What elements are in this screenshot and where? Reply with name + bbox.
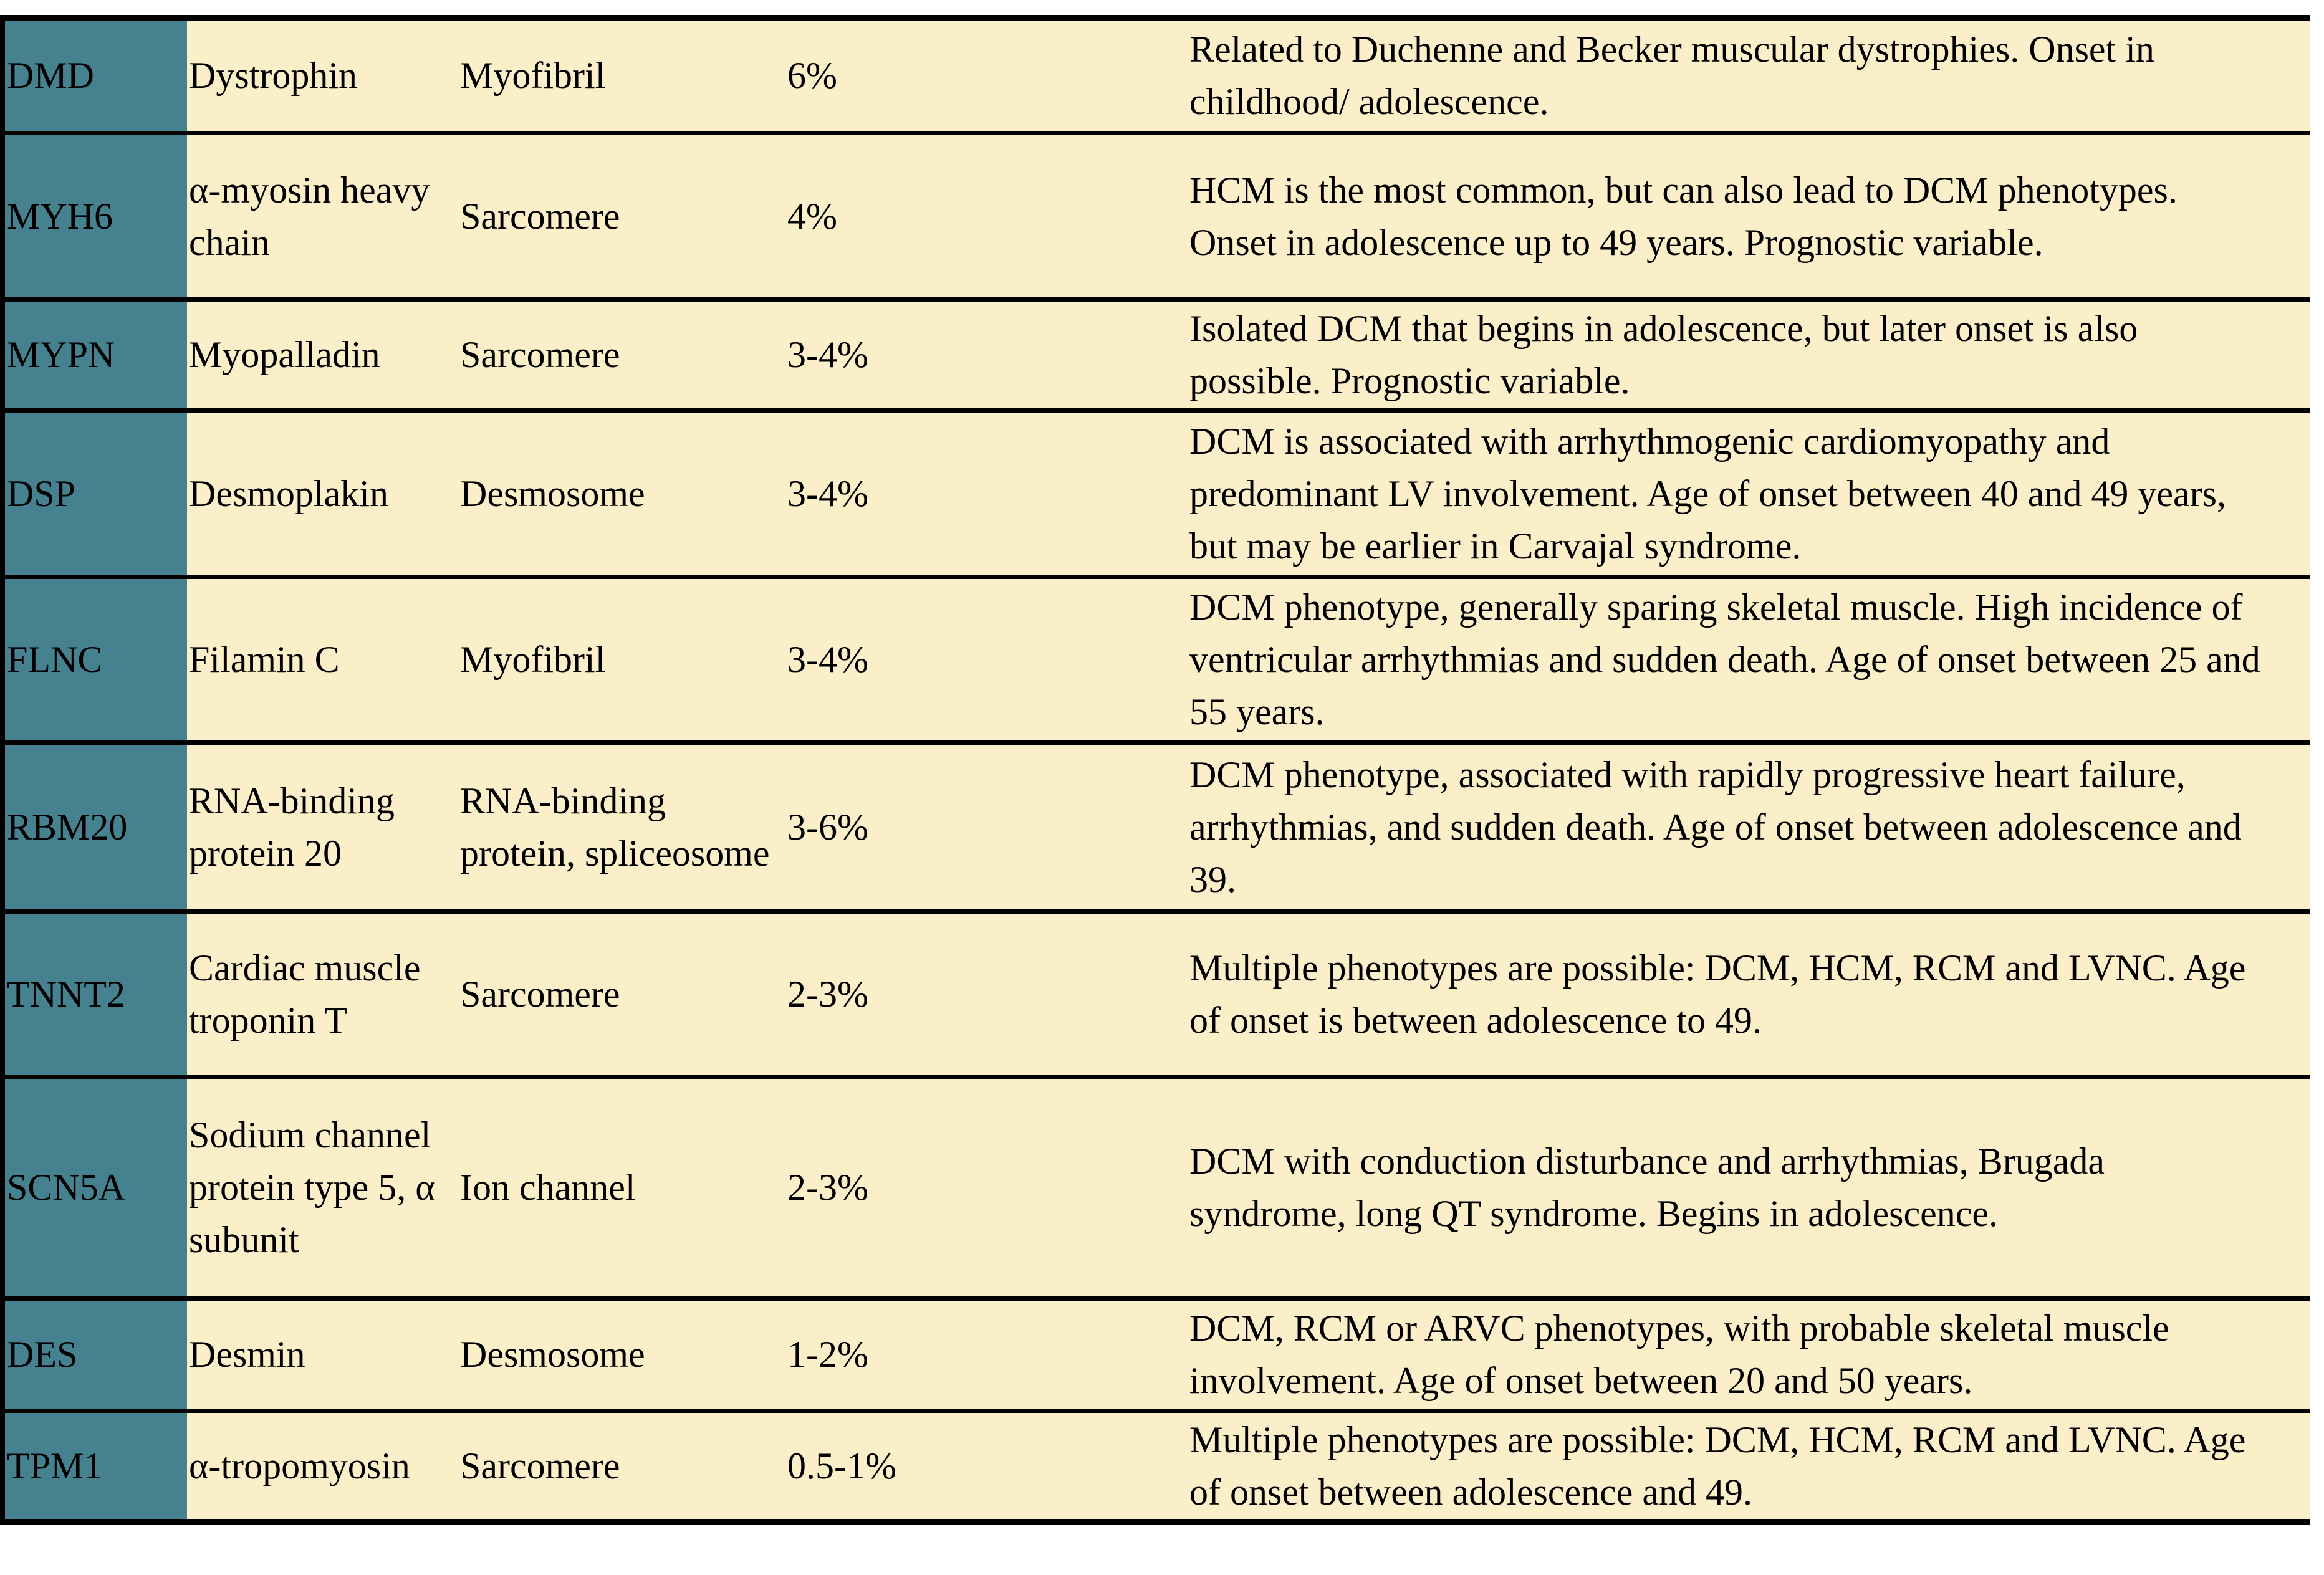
gene-cell: TPM1 xyxy=(5,1410,187,1519)
table-row: RBM20 RNA-binding protein 20 RNA-binding… xyxy=(5,742,2310,911)
gene-table: DMD Dystrophin Myofibril 6% Related to D… xyxy=(0,15,2310,1525)
gene-cell: DMD xyxy=(5,21,187,133)
prevalence-cell: 3-6% xyxy=(785,742,1188,911)
protein-cell: α-tropomyosin xyxy=(187,1410,458,1519)
gene-cell: RBM20 xyxy=(5,742,187,911)
prevalence-cell: 3-4% xyxy=(785,577,1188,742)
description-cell: Related to Duchenne and Becker muscular … xyxy=(1188,21,2310,133)
gene-cell: SCN5A xyxy=(5,1076,187,1298)
protein-cell: Myopalladin xyxy=(187,299,458,410)
table-row: TNNT2 Cardiac muscle troponin T Sarcomer… xyxy=(5,911,2310,1076)
prevalence-cell: 0.5-1% xyxy=(785,1410,1188,1519)
protein-cell: Sodium channel protein type 5, α subunit xyxy=(187,1076,458,1298)
description-cell: DCM phenotype, generally sparing skeleta… xyxy=(1188,577,2310,742)
table-row: FLNC Filamin C Myofibril 3-4% DCM phenot… xyxy=(5,577,2310,742)
protein-cell: Desmoplakin xyxy=(187,410,458,577)
gene-cell: MYH6 xyxy=(5,133,187,299)
gene-table-body: DMD Dystrophin Myofibril 6% Related to D… xyxy=(5,21,2310,1519)
description-cell: Multiple phenotypes are possible: DCM, H… xyxy=(1188,1410,2310,1519)
protein-cell: RNA-binding protein 20 xyxy=(187,742,458,911)
location-cell: Myofibril xyxy=(458,21,785,133)
prevalence-cell: 6% xyxy=(785,21,1188,133)
gene-cell: MYPN xyxy=(5,299,187,410)
description-cell: Isolated DCM that begins in adolescence,… xyxy=(1188,299,2310,410)
location-cell: RNA-binding protein, spliceosome xyxy=(458,742,785,911)
location-cell: Sarcomere xyxy=(458,133,785,299)
table-row: MYH6 α-myosin heavy chain Sarcomere 4% H… xyxy=(5,133,2310,299)
location-cell: Myofibril xyxy=(458,577,785,742)
prevalence-cell: 2-3% xyxy=(785,1076,1188,1298)
description-cell: DCM is associated with arrhythmogenic ca… xyxy=(1188,410,2310,577)
protein-cell: Desmin xyxy=(187,1298,458,1410)
protein-cell: Filamin C xyxy=(187,577,458,742)
location-cell: Sarcomere xyxy=(458,1410,785,1519)
description-cell: DCM with conduction disturbance and arrh… xyxy=(1188,1076,2310,1298)
table-row: MYPN Myopalladin Sarcomere 3-4% Isolated… xyxy=(5,299,2310,410)
protein-cell: Dystrophin xyxy=(187,21,458,133)
gene-cell: FLNC xyxy=(5,577,187,742)
prevalence-cell: 4% xyxy=(785,133,1188,299)
location-cell: Desmosome xyxy=(458,1298,785,1410)
table-row: DSP Desmoplakin Desmosome 3-4% DCM is as… xyxy=(5,410,2310,577)
prevalence-cell: 3-4% xyxy=(785,299,1188,410)
gene-table-grid: DMD Dystrophin Myofibril 6% Related to D… xyxy=(5,21,2310,1519)
location-cell: Sarcomere xyxy=(458,299,785,410)
prevalence-cell: 1-2% xyxy=(785,1298,1188,1410)
table-row: TPM1 α-tropomyosin Sarcomere 0.5-1% Mult… xyxy=(5,1410,2310,1519)
gene-cell: DSP xyxy=(5,410,187,577)
gene-cell: TNNT2 xyxy=(5,911,187,1076)
protein-cell: α-myosin heavy chain xyxy=(187,133,458,299)
description-cell: HCM is the most common, but can also lea… xyxy=(1188,133,2310,299)
table-row: DMD Dystrophin Myofibril 6% Related to D… xyxy=(5,21,2310,133)
description-cell: DCM, RCM or ARVC phenotypes, with probab… xyxy=(1188,1298,2310,1410)
prevalence-cell: 3-4% xyxy=(785,410,1188,577)
protein-cell: Cardiac muscle troponin T xyxy=(187,911,458,1076)
description-cell: DCM phenotype, associated with rapidly p… xyxy=(1188,742,2310,911)
location-cell: Sarcomere xyxy=(458,911,785,1076)
table-row: SCN5A Sodium channel protein type 5, α s… xyxy=(5,1076,2310,1298)
description-cell: Multiple phenotypes are possible: DCM, H… xyxy=(1188,911,2310,1076)
prevalence-cell: 2-3% xyxy=(785,911,1188,1076)
location-cell: Desmosome xyxy=(458,410,785,577)
table-row: DES Desmin Desmosome 1-2% DCM, RCM or AR… xyxy=(5,1298,2310,1410)
gene-cell: DES xyxy=(5,1298,187,1410)
location-cell: Ion channel xyxy=(458,1076,785,1298)
